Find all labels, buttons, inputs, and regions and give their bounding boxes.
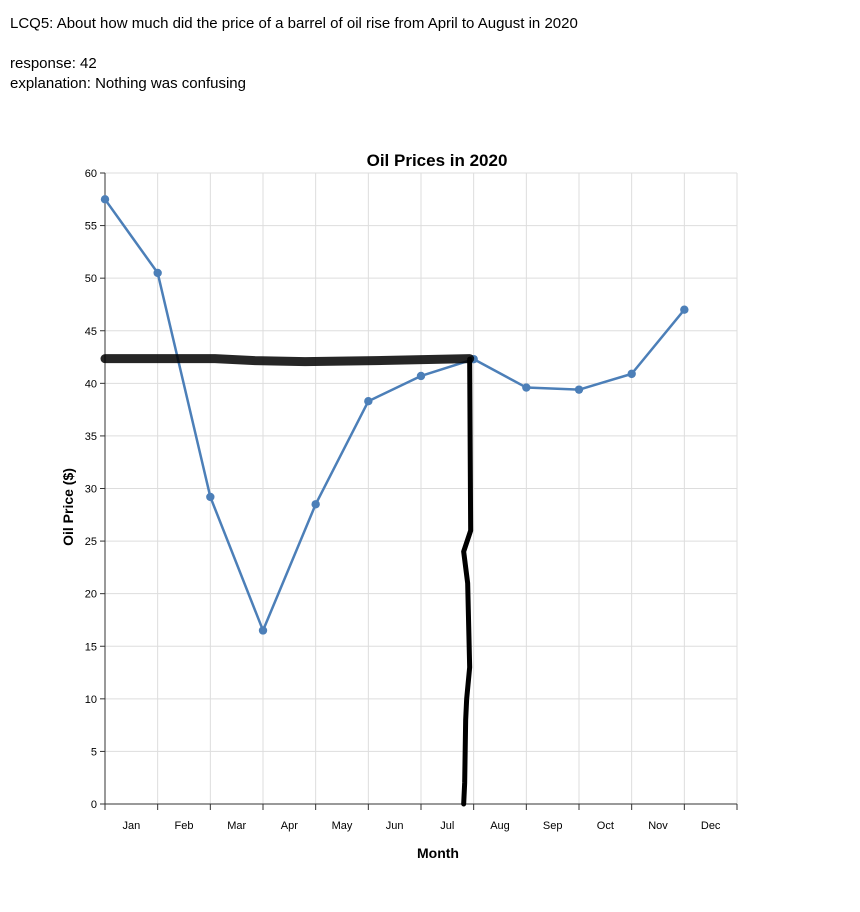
x-tick-label: Jul (440, 820, 454, 832)
chart-title: Oil Prices in 2020 (367, 151, 508, 170)
data-point (627, 369, 636, 379)
x-tick-label: May (332, 820, 353, 832)
x-tick-label: Oct (597, 820, 614, 832)
y-tick-label: 55 (85, 221, 97, 233)
x-tick-label: Aug (490, 820, 510, 832)
explanation-text: explanation: Nothing was confusing (10, 75, 246, 92)
data-point (416, 371, 426, 381)
y-tick-label: 15 (85, 641, 97, 653)
x-tick-label: Apr (281, 820, 298, 832)
y-tick-label: 5 (91, 746, 97, 758)
y-tick-label: 45 (85, 326, 97, 338)
x-tick-label: Jan (122, 820, 140, 832)
annotation-vertical-line (461, 356, 474, 807)
data-point (574, 385, 584, 394)
data-point (206, 492, 215, 502)
y-tick-label: 10 (85, 694, 97, 706)
x-tick-label: Mar (227, 820, 246, 832)
data-point (522, 383, 531, 392)
y-tick-label: 35 (85, 431, 97, 443)
y-tick-label: 0 (91, 799, 97, 811)
x-axis-title: Month (417, 845, 459, 861)
series-layer (100, 195, 689, 635)
y-tick-label: 40 (85, 378, 97, 390)
x-tick-label: Sep (543, 820, 563, 832)
series-line (103, 198, 686, 632)
response-text: response: 42 (10, 55, 97, 72)
data-point (364, 397, 373, 406)
x-tick-label: Dec (701, 820, 721, 832)
axes: 0 5 10 15 20 25 30 35 40 45 50 55 60 Jan Feb Mar Apr May J… (85, 168, 738, 832)
y-tick-label: 20 (85, 589, 97, 601)
x-tick-label: Jun (386, 820, 404, 832)
y-tick-label: 30 (85, 484, 97, 496)
data-point (680, 305, 689, 314)
x-tick-label: Nov (648, 820, 668, 832)
y-axis-title: Oil Price ($) (60, 468, 76, 546)
grid (105, 172, 738, 805)
data-point (153, 268, 162, 278)
annotation-horizontal-line (100, 354, 475, 367)
y-tick-label: 25 (85, 536, 97, 548)
question-text: LCQ5: About how much did the price of a … (10, 15, 578, 32)
survey-header: LCQ5: About how much did the price of a … (10, 14, 850, 94)
x-tick-label: Feb (175, 820, 194, 832)
data-point (311, 500, 320, 509)
y-tick-label: 50 (85, 273, 97, 285)
hand-drawn-annotation (100, 354, 475, 807)
data-point (100, 195, 110, 204)
data-point (258, 626, 268, 635)
y-tick-label: 60 (85, 168, 97, 180)
